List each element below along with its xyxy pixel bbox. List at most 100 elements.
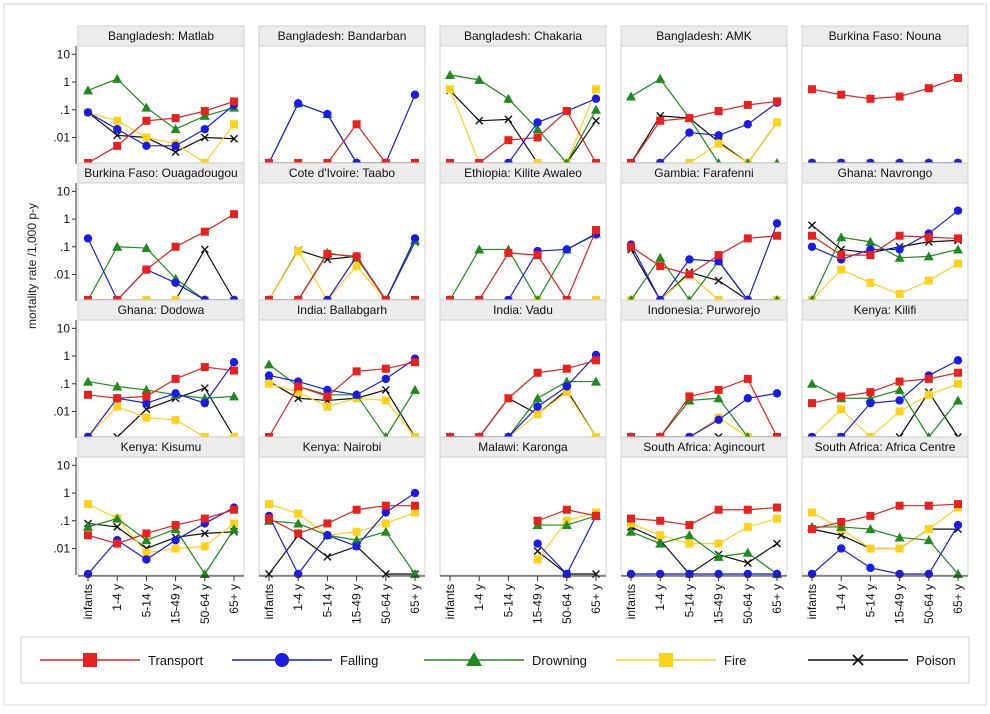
data-point [533, 368, 542, 377]
data-point [591, 94, 601, 103]
x-stroke [592, 116, 600, 125]
data-point [113, 116, 122, 125]
data-point [83, 376, 93, 386]
data-point [866, 251, 875, 260]
data-point [533, 539, 542, 548]
data-point [895, 396, 904, 405]
series-drowning [83, 73, 239, 134]
data-point [229, 524, 239, 534]
data-point [895, 245, 904, 254]
y-tick-label: .1 [60, 514, 70, 528]
data-point [352, 262, 361, 271]
data-point [773, 503, 781, 512]
data-point [685, 128, 694, 137]
y-tick-label: 10 [57, 458, 71, 472]
x-tick-label: infants [624, 584, 638, 619]
data-point [323, 392, 332, 401]
data-point [924, 501, 933, 510]
data-point [592, 356, 600, 365]
panel-plot-area [801, 45, 969, 165]
panel-title: Bangladesh: AMK [656, 29, 751, 43]
data-point [141, 535, 152, 545]
data-point [200, 398, 209, 408]
data-point [230, 210, 238, 219]
data-point [142, 405, 151, 414]
panel-plot-area [77, 182, 245, 302]
data-point [230, 505, 238, 514]
data-point [627, 242, 635, 251]
data-point [171, 278, 180, 288]
y-tick-label: .01 [53, 130, 70, 144]
series-line [268, 361, 416, 438]
data-point [714, 107, 723, 116]
x-tick-label: 5-14 y [139, 584, 153, 617]
x-tick-label: 65+ y [951, 584, 965, 614]
data-point [895, 501, 904, 510]
x-tick-label: 1-4 y [653, 584, 667, 611]
data-point [772, 219, 782, 228]
data-point [229, 391, 239, 401]
x-tick-label: 50-64 y [379, 584, 393, 624]
data-point [837, 265, 846, 274]
x-tick-label: 15-49 y [169, 584, 183, 624]
data-point [323, 531, 332, 540]
data-point [410, 90, 420, 99]
data-point [410, 234, 420, 243]
data-point [895, 544, 904, 553]
data-point [533, 516, 542, 525]
x-stroke [714, 276, 723, 285]
data-point [808, 231, 816, 240]
series-line [87, 78, 235, 130]
data-point [837, 251, 846, 260]
data-point [743, 100, 752, 109]
data-point [866, 278, 875, 287]
series-line [811, 210, 959, 261]
data-point [865, 236, 876, 246]
panel-title: South Africa: Agincourt [643, 440, 765, 454]
panel: India: Ballabgarh [258, 299, 426, 441]
data-point [352, 505, 361, 514]
data-point [352, 120, 361, 129]
series-transport [808, 368, 962, 408]
data-point [200, 133, 209, 142]
data-point [923, 251, 934, 261]
series-transport [84, 363, 238, 403]
x-stroke [504, 115, 513, 124]
data-point [627, 519, 635, 528]
data-point [562, 505, 571, 514]
data-point [714, 139, 723, 148]
series-line [630, 526, 778, 575]
data-point [866, 511, 875, 520]
data-point [230, 519, 238, 528]
y-tick-label: .01 [53, 404, 70, 418]
data-point [924, 233, 933, 242]
data-point [866, 563, 875, 573]
data-point [474, 244, 485, 254]
x-stroke [142, 405, 151, 414]
data-point [142, 141, 151, 151]
data-point [171, 521, 180, 530]
panel: India: Vadu [439, 299, 607, 442]
panel-title: Ghana: Navrongo [838, 166, 933, 180]
series-falling [83, 100, 239, 151]
data-point [953, 395, 963, 405]
data-point [294, 99, 303, 108]
series-line [268, 520, 416, 575]
y-tick-label: .01 [53, 267, 70, 281]
x-tick-label: 65+ y [770, 584, 784, 614]
data-point [381, 364, 390, 373]
panel: Bangladesh: Matlab 10 1 .1 .01 [53, 25, 245, 167]
data-point [836, 521, 847, 531]
panel: Bangladesh: Chakaria [439, 25, 607, 168]
data-point [83, 234, 93, 243]
data-point [381, 519, 390, 528]
data-point [837, 392, 846, 401]
x-stroke [381, 385, 390, 394]
data-point [532, 124, 543, 134]
data-point [142, 548, 151, 557]
series-line [87, 111, 235, 153]
data-point [141, 384, 152, 394]
data-point [807, 242, 817, 251]
y-tick-label: 10 [57, 321, 71, 335]
